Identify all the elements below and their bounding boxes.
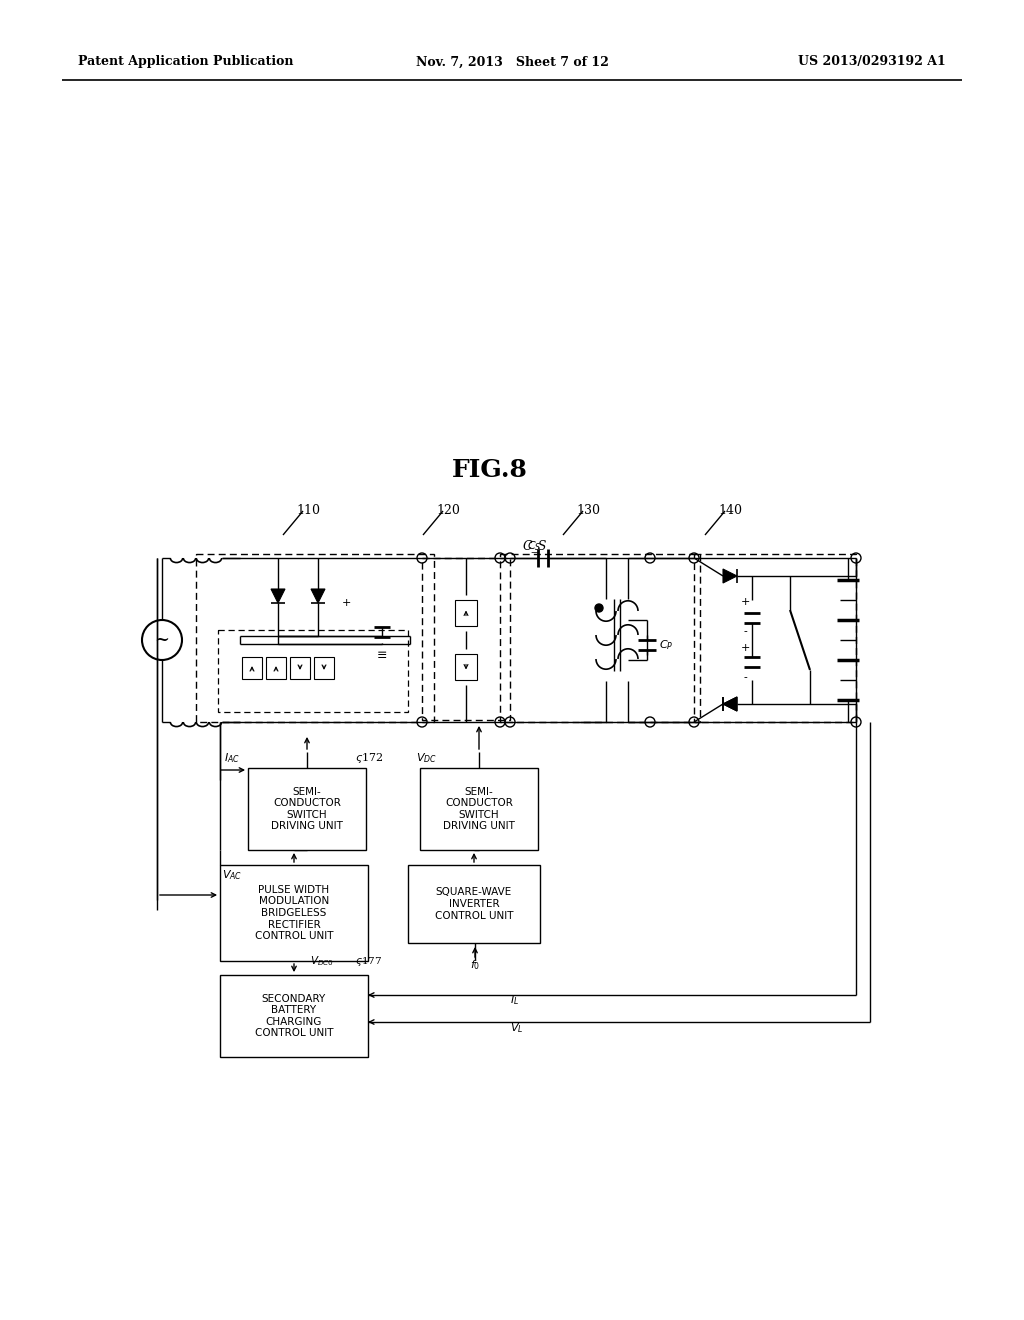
- Bar: [218, 630, 408, 711]
- Text: $I_L$: $I_L$: [510, 993, 519, 1007]
- Text: +: +: [740, 643, 750, 653]
- Bar: [422, 558, 510, 719]
- Text: $\varsigma$172: $\varsigma$172: [355, 751, 384, 766]
- Bar: [291, 657, 309, 680]
- Text: 120: 120: [436, 504, 460, 517]
- Text: +: +: [341, 598, 350, 609]
- Text: 140: 140: [718, 504, 742, 517]
- Text: $V_{AC}$: $V_{AC}$: [222, 869, 243, 882]
- Bar: [456, 601, 477, 626]
- Text: C_S: C_S: [522, 540, 547, 553]
- Bar: [248, 768, 366, 850]
- Text: PULSE WIDTH
MODULATION
BRIDGELESS
RECTIFIER
CONTROL UNIT: PULSE WIDTH MODULATION BRIDGELESS RECTIF…: [255, 884, 333, 941]
- Polygon shape: [723, 697, 737, 711]
- Text: $C_S$: $C_S$: [527, 539, 542, 553]
- Text: SEMI-
CONDUCTOR
SWITCH
DRIVING UNIT: SEMI- CONDUCTOR SWITCH DRIVING UNIT: [443, 787, 515, 832]
- Text: $C_P$: $C_P$: [659, 638, 674, 652]
- Polygon shape: [311, 589, 325, 603]
- Polygon shape: [271, 589, 285, 603]
- Polygon shape: [723, 697, 737, 711]
- Text: $\varsigma$177: $\varsigma$177: [355, 954, 382, 968]
- Text: $V_{DC}$: $V_{DC}$: [416, 751, 437, 766]
- Text: ~: ~: [155, 631, 170, 649]
- Bar: [196, 554, 434, 722]
- Text: SEMI-
CONDUCTOR
SWITCH
DRIVING UNIT: SEMI- CONDUCTOR SWITCH DRIVING UNIT: [271, 787, 343, 832]
- Bar: [314, 657, 334, 680]
- Text: SECONDARY
BATTERY
CHARGING
CONTROL UNIT: SECONDARY BATTERY CHARGING CONTROL UNIT: [255, 994, 333, 1039]
- Bar: [500, 554, 700, 722]
- Text: -: -: [743, 673, 746, 682]
- Text: 110: 110: [296, 504, 319, 517]
- Text: Nov. 7, 2013   Sheet 7 of 12: Nov. 7, 2013 Sheet 7 of 12: [416, 55, 608, 69]
- Circle shape: [595, 605, 603, 612]
- Text: +: +: [740, 597, 750, 607]
- Text: $V_L$: $V_L$: [510, 1022, 523, 1035]
- Text: $I_{AC}$: $I_{AC}$: [224, 751, 240, 766]
- Text: $f_0$: $f_0$: [470, 958, 480, 972]
- Bar: [220, 975, 368, 1057]
- Text: FIG.8: FIG.8: [452, 458, 528, 482]
- Text: $V_{DC0}$: $V_{DC0}$: [310, 954, 334, 968]
- Text: Patent Application Publication: Patent Application Publication: [78, 55, 294, 69]
- Bar: [694, 554, 856, 722]
- Bar: [408, 865, 540, 942]
- Bar: [243, 657, 261, 680]
- Text: ≡: ≡: [377, 649, 387, 663]
- Text: 130: 130: [575, 504, 600, 517]
- Polygon shape: [723, 569, 737, 583]
- Text: -: -: [743, 627, 746, 638]
- Bar: [220, 865, 368, 961]
- Text: US 2013/0293192 A1: US 2013/0293192 A1: [799, 55, 946, 69]
- Text: SQUARE-WAVE
INVERTER
CONTROL UNIT: SQUARE-WAVE INVERTER CONTROL UNIT: [435, 887, 513, 920]
- Bar: [420, 768, 538, 850]
- Bar: [266, 657, 286, 680]
- Bar: [456, 655, 477, 680]
